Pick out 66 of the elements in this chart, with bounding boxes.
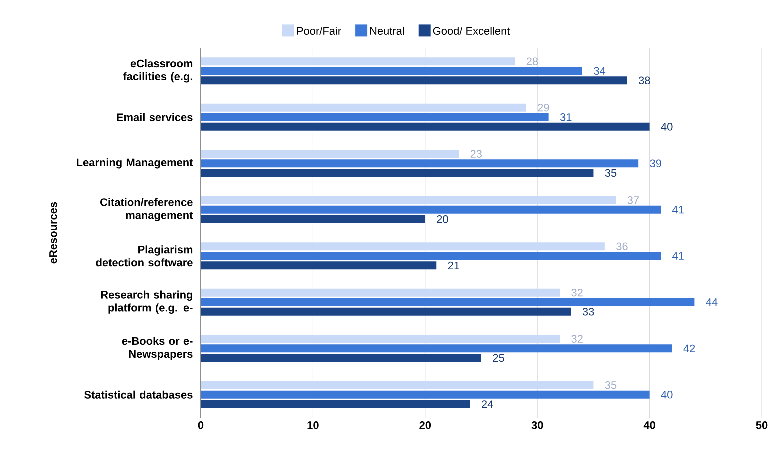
bar <box>201 206 662 214</box>
bar <box>201 160 639 168</box>
bar <box>201 196 616 204</box>
data-label: 31 <box>560 114 572 122</box>
data-label: 38 <box>638 76 650 85</box>
bar <box>201 308 572 316</box>
bar <box>201 262 437 270</box>
x-tick-label: 50 <box>756 422 768 430</box>
data-label: 37 <box>628 196 639 204</box>
bar <box>201 113 549 122</box>
data-label: 40 <box>661 391 673 399</box>
data-label: 32 <box>572 288 583 297</box>
y-tick-label: Email services <box>117 113 193 122</box>
bar <box>201 215 426 224</box>
bar <box>201 242 605 251</box>
x-tick-label: 0 <box>198 422 204 430</box>
data-label: 34 <box>594 67 606 76</box>
y-tick-label: Research sharing platform (e.g. e- <box>101 290 193 314</box>
data-label: 39 <box>650 160 662 168</box>
y-tick-label: Plagiarism detection software <box>96 246 193 267</box>
y-axis-title: eResources <box>50 202 58 264</box>
bar <box>201 76 628 85</box>
data-label: 20 <box>437 216 448 224</box>
bar <box>201 344 672 353</box>
y-tick-label: Learning Management <box>77 158 194 169</box>
x-tick-label: 20 <box>420 422 432 430</box>
data-label: 25 <box>493 354 504 362</box>
bar <box>201 58 516 66</box>
bar <box>201 354 482 362</box>
bar <box>201 252 662 260</box>
data-label: 32 <box>572 335 583 343</box>
bar <box>201 169 594 178</box>
bar <box>201 298 695 306</box>
data-label: 36 <box>616 242 628 250</box>
y-tick-label: Statistical databases <box>84 390 193 399</box>
x-tick-label: 40 <box>644 422 656 430</box>
legend-label: Good/ Excellent <box>433 26 510 36</box>
data-label: 24 <box>482 400 494 408</box>
bar <box>201 335 560 344</box>
y-tick-label: eClassroom facilities (e.g. <box>123 60 193 83</box>
x-tick-label: 10 <box>308 422 319 430</box>
data-label: 23 <box>470 150 482 158</box>
bar <box>201 381 594 390</box>
data-label: 41 <box>672 252 684 260</box>
bar <box>201 150 460 158</box>
bar <box>201 104 526 112</box>
y-tick-label: e-Books or e-Newspapers <box>122 337 193 360</box>
bar <box>201 122 650 131</box>
bar <box>201 288 560 297</box>
data-label: 28 <box>526 58 538 66</box>
data-label: 35 <box>605 381 617 390</box>
legend-label: Poor/Fair <box>297 26 342 36</box>
x-tick-label: 30 <box>532 422 544 430</box>
data-label: 40 <box>661 123 673 131</box>
data-label: 44 <box>706 298 718 306</box>
data-label: 29 <box>538 104 550 112</box>
data-label: 41 <box>672 206 684 214</box>
legend-label: Neutral <box>370 26 404 36</box>
bar <box>201 390 650 399</box>
bar <box>201 400 470 408</box>
data-label: 35 <box>605 169 617 178</box>
data-label: 42 <box>684 344 696 352</box>
y-tick-label: Citation/reference management <box>100 198 194 222</box>
data-label: 33 <box>582 308 594 316</box>
data-label: 21 <box>448 262 460 270</box>
bar <box>201 67 582 76</box>
